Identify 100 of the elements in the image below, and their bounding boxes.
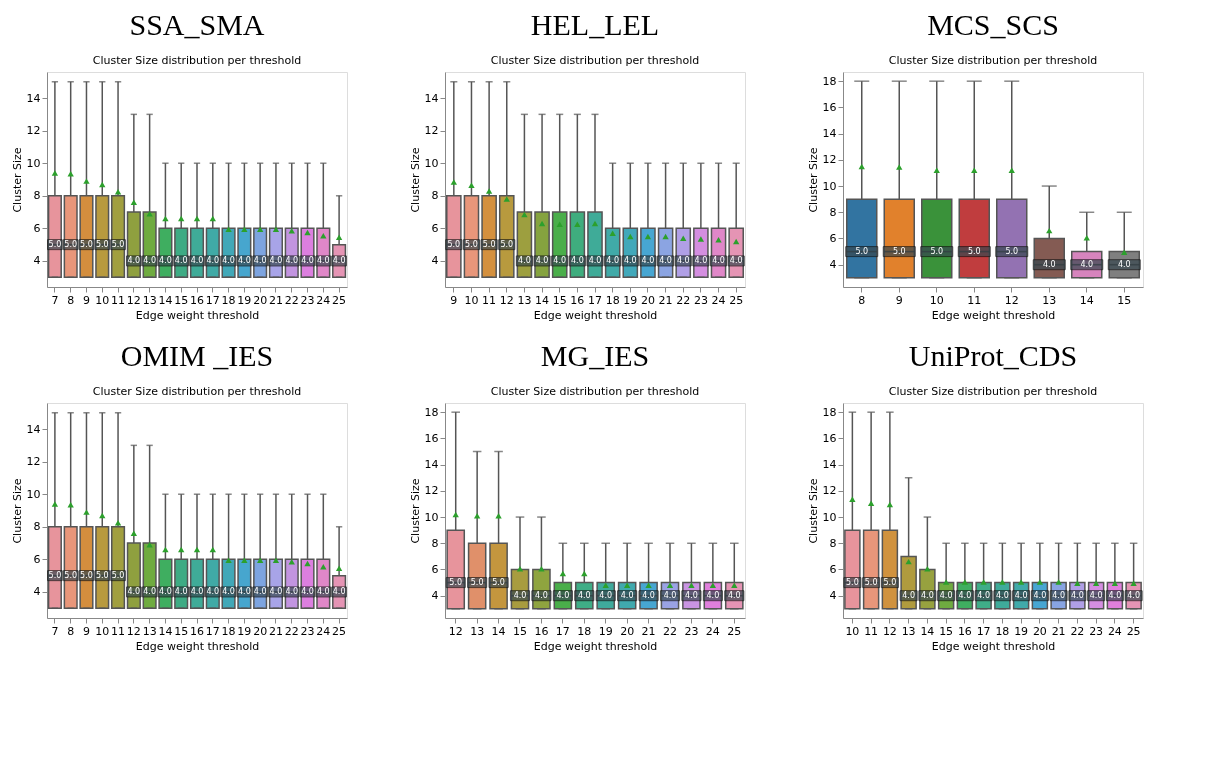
- y-tick-label: 14: [26, 91, 41, 105]
- text: 4.0: [222, 255, 235, 265]
- y-tick-label: 10: [822, 179, 837, 193]
- y-tick-label: 10: [822, 510, 837, 524]
- y-tick-label: 8: [431, 536, 439, 550]
- x-tick-label: 13: [1042, 293, 1057, 307]
- text: 5.0: [1005, 246, 1019, 256]
- x-tick-label: 13: [901, 624, 916, 638]
- x-tick-label: 9: [82, 293, 90, 307]
- x-tick-label: 23: [300, 624, 315, 638]
- text: 4.0: [285, 586, 299, 596]
- x-axis-title: Edge weight threshold: [135, 308, 260, 322]
- x-tick-label: 9: [450, 293, 458, 307]
- y-tick-label: 6: [431, 562, 439, 576]
- chart-subtitle: Cluster Size distribution per threshold: [92, 385, 302, 398]
- chart-title: MCS_SCS: [927, 8, 1059, 41]
- x-tick-label: 18: [995, 624, 1010, 638]
- x-tick-label: 12: [126, 293, 141, 307]
- x-tick-label: 14: [491, 624, 506, 638]
- text: 5.0: [95, 239, 109, 249]
- text: 4.0: [238, 255, 251, 265]
- text: 4.0: [642, 590, 655, 600]
- y-tick-label: 4: [33, 585, 41, 599]
- x-tick-label: 10: [464, 293, 479, 307]
- text: 5.0: [111, 239, 125, 249]
- x-tick-label: 18: [221, 624, 236, 638]
- text: 5.0: [80, 570, 93, 580]
- text: 5.0: [967, 246, 981, 256]
- text: 4.0: [606, 255, 620, 265]
- x-tick-label: 15: [552, 293, 567, 307]
- text: 4.0: [301, 586, 314, 596]
- x-tick-label: 25: [332, 624, 347, 638]
- x-tick-label: 14: [920, 624, 935, 638]
- x-tick-label: 21: [1051, 624, 1066, 638]
- x-tick-label: 12: [126, 624, 141, 638]
- x-tick-label: 17: [205, 293, 220, 307]
- x-tick-label: 8: [858, 293, 866, 307]
- x-axis-title: Edge weight threshold: [135, 639, 260, 653]
- text: 4.0: [332, 586, 346, 596]
- x-tick-label: 10: [929, 293, 944, 307]
- y-axis-title: Cluster Size: [408, 147, 422, 213]
- x-tick-label: 15: [1117, 293, 1132, 307]
- text: 4.0: [902, 590, 915, 600]
- x-tick-label: 10: [845, 624, 860, 638]
- text: 4.0: [577, 590, 591, 600]
- text: 5.0: [500, 239, 514, 249]
- x-tick-label: 21: [268, 624, 283, 638]
- text: 4.0: [939, 590, 953, 600]
- text: 4.0: [1117, 259, 1131, 269]
- chart-title: UniProt_CDS: [908, 339, 1078, 372]
- y-tick-label: 6: [33, 552, 41, 566]
- text: 5.0: [492, 577, 505, 587]
- text: 5.0: [64, 239, 78, 249]
- x-tick-label: 10: [95, 624, 110, 638]
- text: 4.0: [570, 255, 584, 265]
- x-tick-label: 18: [221, 293, 236, 307]
- x-tick-label: 24: [1107, 624, 1122, 638]
- chart-title: SSA_SMA: [129, 8, 265, 41]
- y-tick-label: 6: [33, 221, 41, 235]
- y-tick-label: 10: [424, 510, 439, 524]
- text: 4.0: [1089, 590, 1103, 600]
- y-tick-label: 16: [822, 100, 837, 114]
- text: 5.0: [482, 239, 496, 249]
- y-tick-label: 4: [431, 589, 439, 603]
- x-tick-label: 15: [174, 293, 189, 307]
- text: 4.0: [676, 255, 690, 265]
- text: 4.0: [996, 590, 1009, 600]
- x-tick-label: 19: [237, 624, 252, 638]
- x-tick-label: 21: [268, 293, 283, 307]
- text: 4.0: [316, 586, 330, 596]
- x-axis-title: Edge weight threshold: [931, 308, 1056, 322]
- y-tick-label: 12: [822, 153, 837, 167]
- y-tick-label: 18: [822, 74, 837, 88]
- y-tick-label: 8: [829, 536, 837, 550]
- chart-subtitle: Cluster Size distribution per threshold: [490, 54, 700, 67]
- x-tick-label: 13: [517, 293, 532, 307]
- text: 4.0: [174, 255, 188, 265]
- x-tick-label: 16: [570, 293, 585, 307]
- text: 4.0: [1108, 590, 1122, 600]
- x-tick-label: 20: [253, 624, 268, 638]
- y-tick-label: 18: [822, 405, 837, 419]
- text: 4.0: [1052, 590, 1065, 600]
- text: 4.0: [958, 590, 972, 600]
- x-tick-label: 24: [711, 293, 726, 307]
- y-tick-label: 8: [829, 205, 837, 219]
- x-tick-label: 19: [623, 293, 638, 307]
- text: 4.0: [174, 586, 188, 596]
- x-tick-label: 23: [300, 293, 315, 307]
- x-tick-label: 23: [693, 293, 708, 307]
- y-tick-label: 10: [26, 156, 41, 170]
- y-tick-label: 4: [431, 254, 439, 268]
- x-tick-label: 7: [51, 293, 59, 307]
- text: 4.0: [253, 255, 267, 265]
- y-tick-label: 6: [829, 562, 837, 576]
- x-tick-label: 25: [727, 624, 742, 638]
- y-tick-label: 16: [822, 431, 837, 445]
- x-axis-title: Edge weight threshold: [931, 639, 1056, 653]
- text: 4.0: [553, 255, 567, 265]
- x-tick-label: 11: [864, 624, 879, 638]
- text: 4.0: [269, 255, 283, 265]
